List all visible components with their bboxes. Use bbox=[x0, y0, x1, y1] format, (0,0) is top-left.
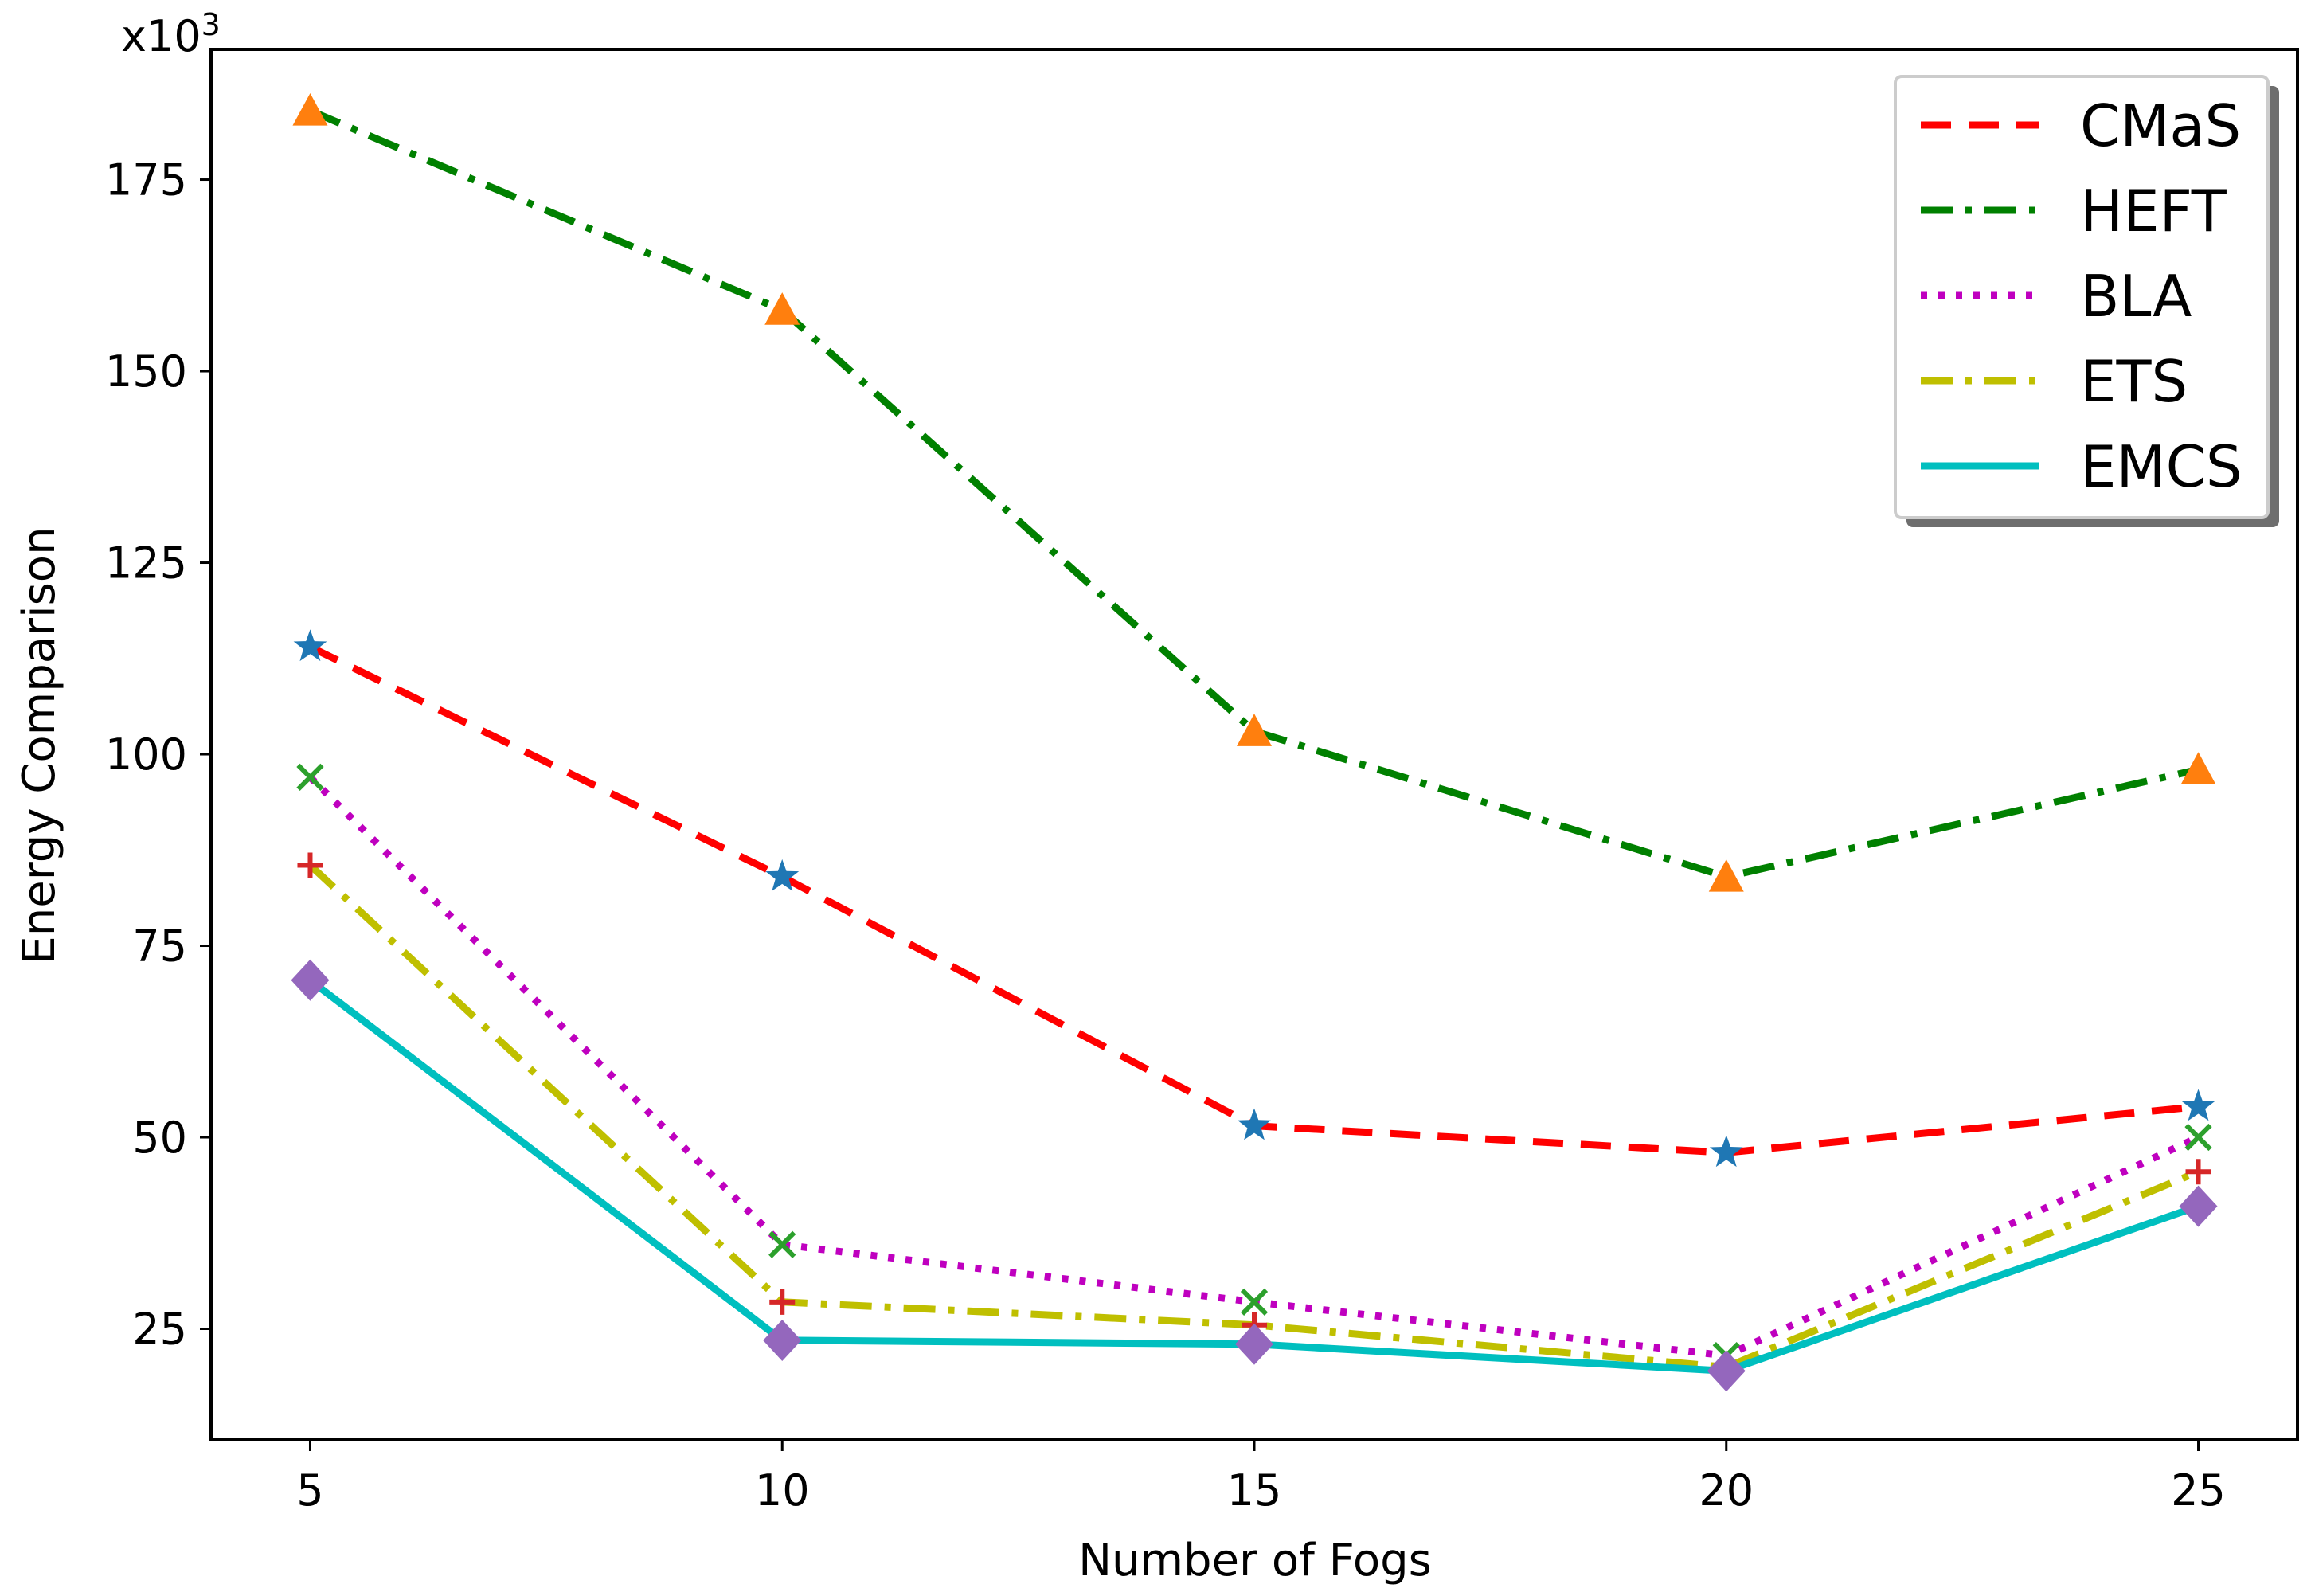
x-tick-label-10: 10 bbox=[755, 1465, 810, 1516]
y-tick-label-50: 50 bbox=[132, 1113, 187, 1163]
x-axis-label: Number of Fogs bbox=[1078, 1535, 1432, 1586]
y-tick-label-150: 150 bbox=[105, 346, 187, 397]
data-point-heft-25 bbox=[2180, 752, 2216, 784]
data-point-ets-5 bbox=[297, 852, 323, 878]
data-point-bla-15 bbox=[1240, 1288, 1269, 1316]
data-point-heft-15 bbox=[1237, 714, 1272, 746]
marker-layer bbox=[291, 92, 2218, 1392]
y-multiplier: x103 bbox=[121, 7, 221, 61]
series-line-heft bbox=[308, 107, 2200, 881]
y-tick-label-75: 75 bbox=[132, 921, 187, 972]
data-point-cmas-10 bbox=[765, 859, 800, 891]
data-point-ets-25 bbox=[2185, 1159, 2211, 1185]
x-tick-label-25: 25 bbox=[2171, 1465, 2226, 1516]
data-point-bla-10 bbox=[768, 1230, 796, 1258]
data-point-bla-5 bbox=[296, 763, 324, 792]
y-multiplier-base: x10 bbox=[121, 11, 201, 61]
data-point-emcs-10 bbox=[763, 1319, 802, 1361]
x-tick-label-5: 5 bbox=[296, 1465, 323, 1516]
data-point-cmas-15 bbox=[1238, 1108, 1271, 1140]
data-point-emcs-5 bbox=[291, 959, 330, 1001]
legend: CMaS HEFT BLA ETS EMCS bbox=[1894, 75, 2279, 527]
legend-label-ets: ETS bbox=[2080, 348, 2188, 415]
legend-label-emcs: EMCS bbox=[2080, 433, 2243, 500]
y-tick-label-25: 25 bbox=[132, 1305, 187, 1355]
y-axis-label: Energy Comparison bbox=[14, 526, 65, 964]
y-tick-label-175: 175 bbox=[105, 155, 187, 205]
data-point-cmas-5 bbox=[293, 629, 327, 662]
legend-label-cmas: CMaS bbox=[2080, 92, 2241, 159]
data-point-emcs-15 bbox=[1235, 1323, 1273, 1365]
data-point-cmas-25 bbox=[2181, 1089, 2215, 1121]
x-tick-label-20: 20 bbox=[1699, 1465, 1754, 1516]
x-tick-label-15: 15 bbox=[1227, 1465, 1282, 1516]
y-multiplier-exponent: 3 bbox=[201, 7, 221, 42]
data-point-ets-10 bbox=[769, 1289, 796, 1315]
series-line-ets bbox=[307, 863, 2200, 1371]
data-point-emcs-25 bbox=[2179, 1185, 2218, 1227]
y-tick-label-100: 100 bbox=[105, 730, 187, 780]
legend-label-bla: BLA bbox=[2080, 263, 2192, 330]
data-point-heft-20 bbox=[1708, 859, 1744, 892]
data-point-heft-5 bbox=[292, 92, 328, 126]
data-point-cmas-20 bbox=[1709, 1135, 1743, 1168]
y-tick-label-125: 125 bbox=[105, 538, 187, 589]
legend-entries: CMaS HEFT BLA ETS EMCS bbox=[1921, 92, 2243, 500]
data-point-bla-25 bbox=[2184, 1123, 2212, 1152]
data-point-heft-10 bbox=[764, 292, 800, 325]
tick-layer: 5 10 15 20 25 25 50 75 100 125 150 175 bbox=[105, 155, 2226, 1516]
legend-label-heft: HEFT bbox=[2080, 178, 2227, 244]
legend-box bbox=[1894, 75, 2270, 519]
data-point-emcs-20 bbox=[1707, 1350, 1746, 1392]
